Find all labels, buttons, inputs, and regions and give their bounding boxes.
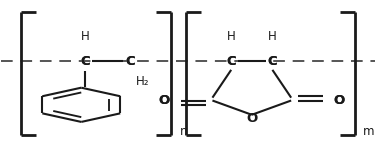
Text: O: O (333, 94, 345, 107)
Text: H: H (268, 30, 277, 43)
Text: C: C (226, 55, 236, 68)
Text: H: H (81, 30, 89, 43)
Text: O: O (159, 94, 170, 107)
Text: C: C (80, 55, 90, 68)
Text: C: C (125, 55, 135, 68)
Text: O: O (159, 94, 170, 107)
Text: C: C (80, 55, 90, 68)
Text: C: C (160, 94, 169, 107)
Text: C: C (226, 55, 236, 68)
Text: C: C (268, 55, 277, 68)
Text: C: C (125, 55, 135, 68)
Text: C: C (80, 55, 90, 68)
Text: C: C (268, 55, 277, 68)
Text: C: C (226, 55, 236, 68)
Text: C: C (268, 55, 277, 68)
Text: O: O (246, 112, 257, 125)
Text: C: C (334, 94, 344, 107)
Text: O: O (333, 94, 345, 107)
Text: H₂: H₂ (136, 75, 149, 88)
Text: C: C (125, 55, 135, 68)
Text: H: H (227, 30, 235, 43)
Text: n: n (180, 125, 187, 138)
Text: m: m (363, 125, 375, 138)
